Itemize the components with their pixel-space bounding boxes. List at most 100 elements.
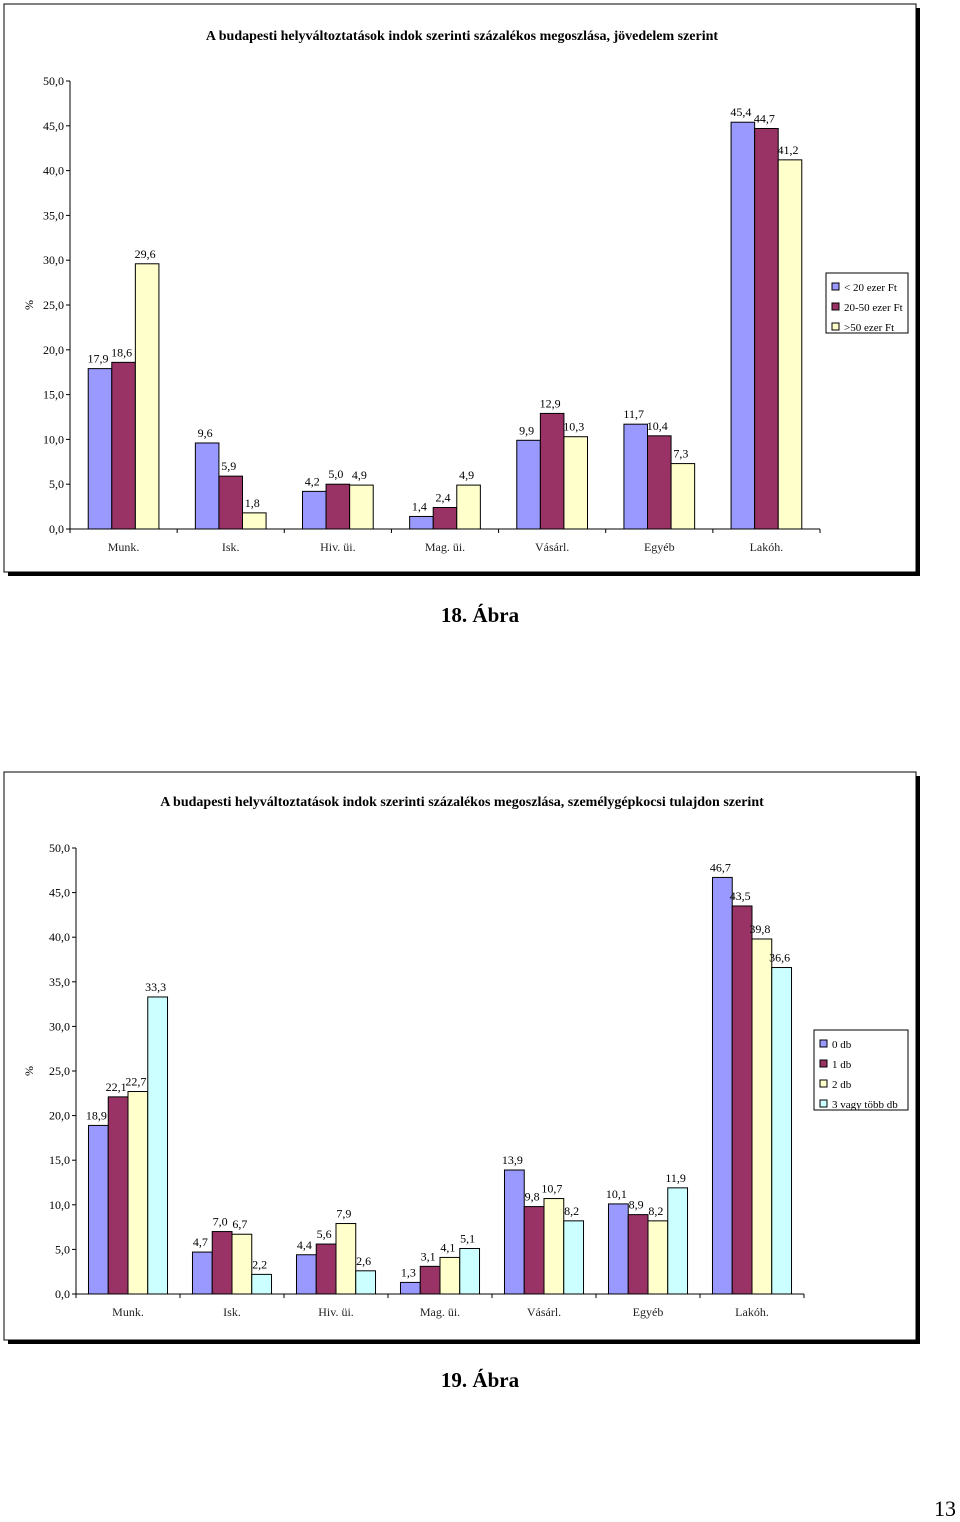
y-tick-label: 35,0 <box>49 975 70 989</box>
bar <box>325 483 351 530</box>
data-label: 2,2 <box>252 1257 267 1271</box>
bar <box>754 127 779 530</box>
x-tick-label: Isk. <box>222 540 240 554</box>
bar <box>439 1256 461 1295</box>
data-label: 22,7 <box>125 1075 146 1089</box>
y-tick-label: 15,0 <box>43 388 64 402</box>
figure-caption-19: 19. Ábra <box>440 1368 520 1392</box>
bar <box>711 876 733 1295</box>
data-label: 8,2 <box>648 1204 663 1218</box>
data-label: 10,4 <box>647 419 668 433</box>
legend-swatch <box>831 302 840 311</box>
data-label: 4,7 <box>193 1235 208 1249</box>
y-axis-label: % <box>22 1066 36 1076</box>
bar <box>456 484 481 530</box>
bar <box>335 1223 357 1295</box>
page-number: 13 <box>934 1496 956 1521</box>
x-tick-label: Mag. üi. <box>420 1305 460 1319</box>
data-label: 45,4 <box>730 105 751 119</box>
bar <box>563 436 589 530</box>
bar <box>315 1243 337 1295</box>
bar <box>670 463 696 530</box>
data-label: 36,6 <box>769 951 790 965</box>
y-tick-label: 30,0 <box>49 1019 70 1033</box>
bar <box>231 1233 253 1295</box>
data-label: 1,3 <box>401 1265 416 1279</box>
bar <box>623 423 649 530</box>
data-label: 2,4 <box>436 490 451 504</box>
bar <box>87 1124 109 1295</box>
bar <box>295 1254 317 1295</box>
bar <box>419 1265 441 1295</box>
bar <box>355 1270 377 1295</box>
data-label: 6,7 <box>232 1217 247 1231</box>
bar <box>87 368 113 530</box>
bar <box>459 1248 481 1295</box>
bar <box>409 515 434 530</box>
bar <box>539 412 565 530</box>
bar <box>302 490 327 530</box>
bar <box>523 1206 545 1295</box>
legend-swatch <box>831 282 840 291</box>
y-tick-label: 20,0 <box>49 1109 70 1123</box>
x-tick-label: Egyéb <box>644 540 675 554</box>
data-label: 2,6 <box>356 1254 371 1268</box>
y-tick-label: 20,0 <box>43 343 64 357</box>
data-label: 7,0 <box>213 1215 228 1229</box>
data-label: 10,3 <box>563 420 584 434</box>
bar <box>111 361 136 530</box>
bar <box>607 1203 629 1295</box>
data-label: 46,7 <box>710 860 731 874</box>
x-tick-label: Lakóh. <box>735 1305 769 1319</box>
data-label: 4,2 <box>305 474 320 488</box>
x-tick-label: Lakóh. <box>750 540 784 554</box>
bar <box>503 1169 525 1295</box>
y-tick-label: 0,0 <box>49 522 64 536</box>
data-label: 1,4 <box>412 499 427 513</box>
y-tick-label: 40,0 <box>43 164 64 178</box>
chart-title: A budapesti helyváltoztatások indok szer… <box>206 29 718 44</box>
bar <box>242 512 267 530</box>
legend-swatch <box>819 1059 828 1068</box>
y-tick-label: 15,0 <box>49 1153 70 1167</box>
y-tick-label: 0,0 <box>55 1287 70 1301</box>
bar <box>647 435 672 530</box>
data-label: 5,9 <box>221 459 236 473</box>
bar <box>667 1187 689 1295</box>
data-label: 43,5 <box>730 889 751 903</box>
bar <box>731 905 753 1295</box>
legend-swatch <box>819 1079 828 1088</box>
bar <box>127 1091 149 1295</box>
legend-label: 0 db <box>832 1039 852 1051</box>
data-label: 4,4 <box>297 1238 312 1252</box>
y-tick-label: 25,0 <box>49 1064 70 1078</box>
data-label: 41,2 <box>778 143 799 157</box>
legend <box>825 272 909 334</box>
bar <box>563 1220 585 1295</box>
bar <box>134 263 160 530</box>
bar <box>627 1214 649 1295</box>
x-tick-label: Hiv. üi. <box>318 1305 354 1319</box>
data-label: 39,8 <box>749 922 770 936</box>
bar <box>730 121 756 530</box>
x-tick-label: Mag. üi. <box>425 540 465 554</box>
bar <box>399 1281 421 1295</box>
x-tick-label: Egyéb <box>633 1305 664 1319</box>
data-label: 3,1 <box>421 1249 436 1263</box>
y-tick-label: 50,0 <box>43 74 64 88</box>
data-label: 29,6 <box>135 247 156 261</box>
data-label: 4,9 <box>352 468 367 482</box>
x-tick-label: Isk. <box>223 1305 241 1319</box>
data-label: 5,1 <box>460 1232 475 1246</box>
legend-swatch <box>819 1099 828 1108</box>
data-label: 9,8 <box>525 1190 540 1204</box>
data-label: 13,9 <box>502 1153 523 1167</box>
data-label: 4,9 <box>459 468 474 482</box>
data-label: 8,9 <box>629 1198 644 1212</box>
data-label: 8,2 <box>564 1204 579 1218</box>
x-tick-label: Munk. <box>112 1305 144 1319</box>
data-label: 10,7 <box>541 1182 562 1196</box>
chart-car-ownership: A budapesti helyváltoztatások indok szer… <box>3 771 920 1344</box>
x-tick-label: Hiv. üi. <box>320 540 356 554</box>
y-tick-label: 35,0 <box>43 208 64 222</box>
